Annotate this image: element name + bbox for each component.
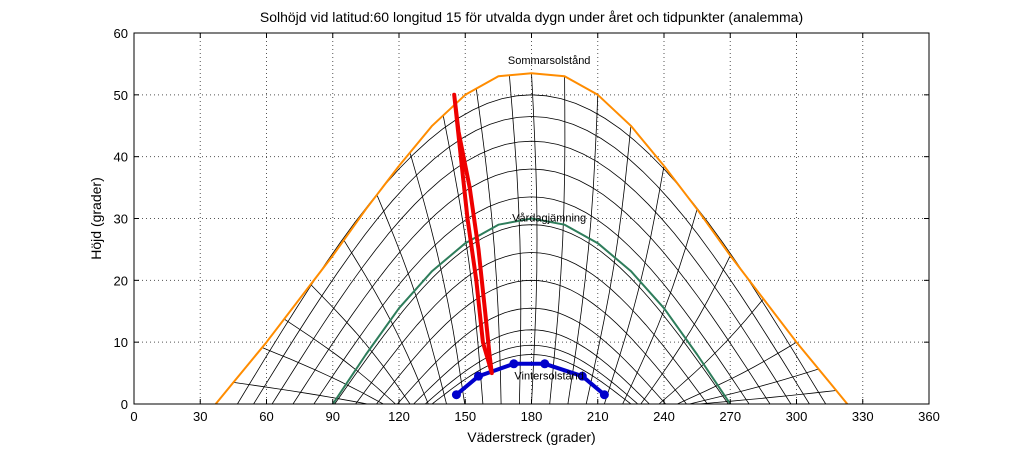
x-tick-label: 150 <box>454 409 476 424</box>
x-tick-label: 330 <box>852 409 874 424</box>
hour-line-12 <box>567 94 599 404</box>
series-v-rdagj-mning <box>331 217 732 404</box>
series-analemma <box>452 92 494 376</box>
series-vintersolst-nd <box>455 361 606 397</box>
day-path-8 <box>397 307 666 404</box>
hour-line-6 <box>409 152 466 404</box>
annotation-1: Vårdagjämning <box>512 213 586 225</box>
hour-line-10 <box>531 73 538 404</box>
day-path-1 <box>253 116 810 404</box>
vintersolstand-point <box>474 371 483 381</box>
annotation-0: Sommarsolstånd <box>508 55 591 67</box>
x-tick-label: 240 <box>653 409 675 424</box>
day-path-4 <box>313 196 750 404</box>
y-tick-label: 30 <box>114 212 128 227</box>
y-tick-label: 0 <box>121 397 128 412</box>
y-tick-label: 60 <box>114 26 128 41</box>
hour-line-2 <box>283 318 396 404</box>
y-tick-label: 50 <box>114 88 128 103</box>
hour-line-5 <box>376 194 447 404</box>
day-path-11 <box>431 354 632 404</box>
day-path-9 <box>413 329 650 404</box>
day-path-3 <box>292 168 771 404</box>
x-tick-label: 60 <box>259 409 273 424</box>
x-tick-label: 180 <box>521 409 543 424</box>
y-tick-label: 40 <box>114 150 128 165</box>
hour-line-8 <box>475 88 502 404</box>
hour-line-11 <box>549 76 566 404</box>
hour-line-19 <box>689 368 819 404</box>
chart-title: Solhöjd vid latitud:60 longitud 15 för u… <box>260 9 803 25</box>
hour-line-20 <box>699 390 837 404</box>
hour-line-9 <box>509 75 522 404</box>
day-path-6 <box>355 252 708 404</box>
vintersolstand-point <box>509 359 519 369</box>
hour-line-3 <box>310 284 411 404</box>
x-tick-label: 270 <box>719 409 741 424</box>
hour-line-14 <box>604 165 665 404</box>
vintersolstand-point <box>577 371 587 381</box>
hour-line-18 <box>677 341 797 404</box>
x-tick-label: 300 <box>786 409 808 424</box>
sun-path-grid <box>233 73 837 404</box>
y-axis-label: Höjd (grader) <box>88 177 104 259</box>
hour-line-1 <box>261 347 384 404</box>
hour-line-13 <box>585 125 632 404</box>
x-tick-label: 0 <box>130 409 137 424</box>
day-path-0 <box>237 94 827 404</box>
x-tick-label: 30 <box>193 409 207 424</box>
vintersolstand-point <box>451 390 461 400</box>
hour-line-0 <box>233 382 368 404</box>
x-tick-label: 120 <box>388 409 410 424</box>
hour-line-7 <box>442 115 484 404</box>
vintersolstand-point <box>540 359 550 369</box>
hour-line-4 <box>343 239 429 404</box>
y-tick-label: 10 <box>114 335 128 350</box>
annotation-2: Vintersolstånd <box>514 370 584 382</box>
hour-line-16 <box>640 255 731 404</box>
x-axis-label: Väderstreck (grader) <box>467 429 595 445</box>
x-tick-label: 360 <box>918 409 940 424</box>
series-sommarsolst-nd <box>214 72 849 404</box>
plot-content <box>214 72 849 404</box>
x-tick-label: 210 <box>587 409 609 424</box>
x-tick-label: 90 <box>326 409 340 424</box>
y-tick-label: 20 <box>114 273 128 288</box>
day-path-7 <box>376 279 687 404</box>
hour-line-17 <box>658 298 764 404</box>
hour-line-15 <box>622 209 698 404</box>
vintersolstand-point <box>599 390 609 400</box>
day-path-2 <box>271 140 792 404</box>
